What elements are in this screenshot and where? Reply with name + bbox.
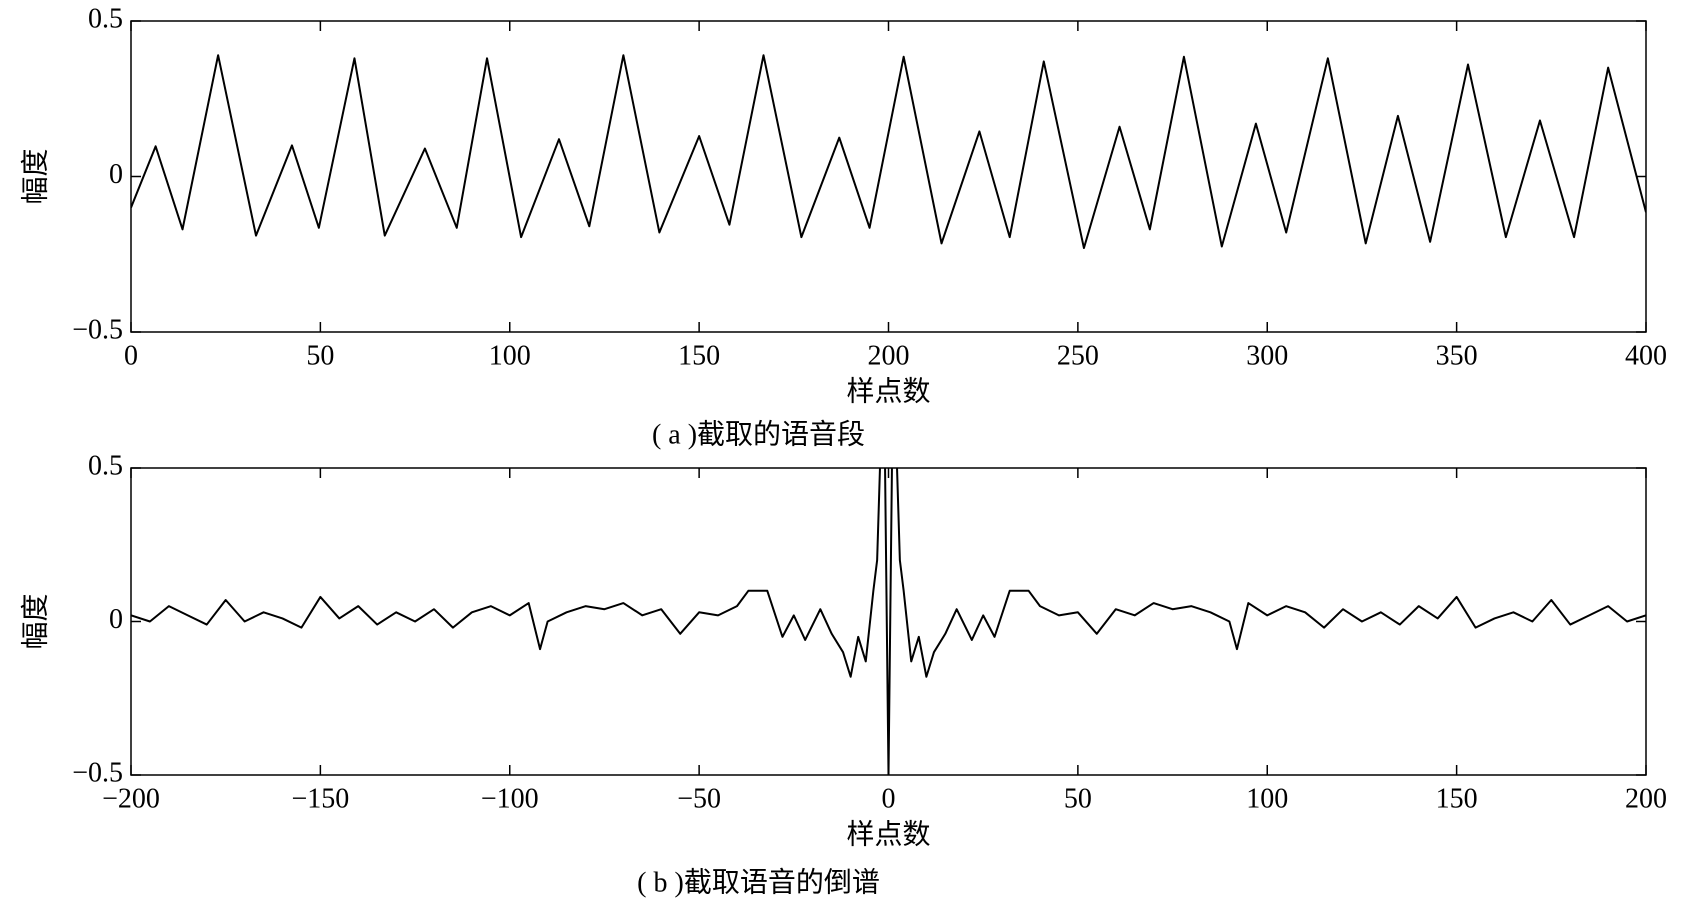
x-tick-label: 150: [1436, 783, 1478, 814]
caption: ( b )截取语音的倒谱: [637, 866, 880, 898]
y-tick-label: 0.5: [88, 450, 123, 481]
x-tick-label: −100: [481, 783, 539, 814]
x-tick-label: −50: [677, 783, 721, 814]
x-tick-label: 200: [1625, 783, 1667, 814]
y-axis-label: 幅度: [19, 148, 51, 204]
x-axis-label: 样点数: [846, 375, 930, 407]
x-axis-label: 样点数: [846, 818, 930, 850]
y-tick-label: −0.5: [72, 757, 123, 788]
y-tick-label: 0.5: [88, 3, 123, 34]
x-tick-label: −200: [102, 783, 160, 814]
subplot: −200 −150 −100 −50 0 50 100 150 200 −0.5 0 0.5 样点数 幅度…: [19, 450, 1667, 898]
y-tick-label: 0: [109, 604, 123, 635]
x-tick-label: 0: [124, 340, 138, 371]
y-axis-label: 幅度: [19, 593, 51, 649]
x-tick-label: 100: [1246, 783, 1288, 814]
x-tick-label: 250: [1057, 340, 1099, 371]
x-tick-label: 50: [306, 340, 334, 371]
x-tick-label: 150: [678, 340, 720, 371]
x-tick-label: 300: [1246, 340, 1288, 371]
x-tick-label: 200: [868, 340, 910, 371]
axes-frame: [130, 20, 1647, 333]
x-tick-label: 350: [1436, 340, 1478, 371]
data-line: [131, 54, 1646, 250]
y-tick-label: −0.5: [72, 314, 123, 345]
data-line: [131, 468, 1646, 775]
x-tick-label: 0: [882, 783, 896, 814]
x-tick-label: −150: [291, 783, 349, 814]
y-tick-label: 0: [109, 159, 123, 190]
caption: ( a )截取的语音段: [652, 418, 865, 450]
x-tick-label: 50: [1064, 783, 1092, 814]
x-tick-label: 100: [489, 340, 531, 371]
x-tick-label: 400: [1625, 340, 1667, 371]
